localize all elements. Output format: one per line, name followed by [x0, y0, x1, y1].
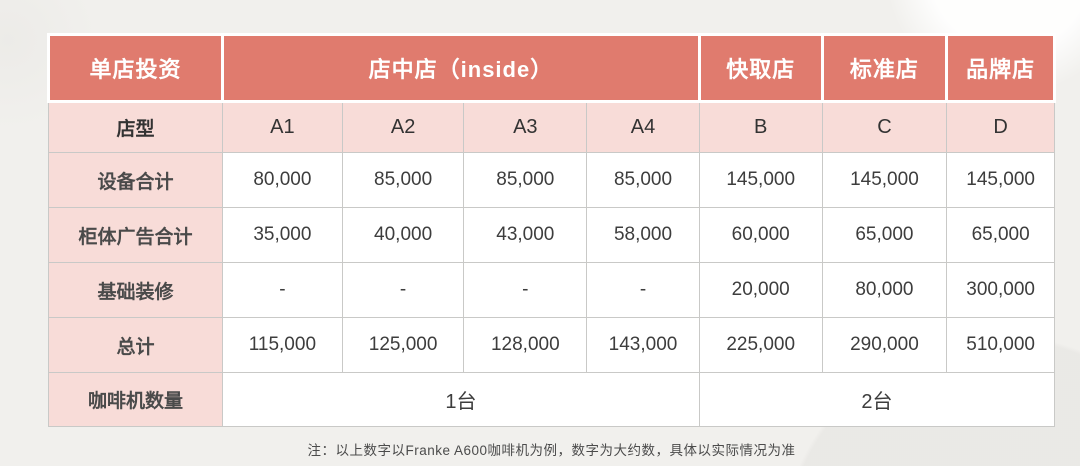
value-cell: 85,000: [463, 152, 588, 208]
row-label-grand-total: 总计: [47, 317, 224, 373]
group-header-standard-store: 标准店: [820, 33, 949, 103]
group-header-express-store: 快取店: [697, 33, 824, 103]
row-label-store-type: 店型: [47, 101, 224, 153]
store-type-cell-a3: A3: [463, 101, 588, 153]
value-cell: 60,000: [698, 207, 823, 263]
value-cell: 85,000: [341, 152, 465, 208]
value-cell: 125,000: [341, 317, 465, 373]
value-cell: 145,000: [698, 152, 823, 208]
value-cell: 145,000: [821, 152, 948, 208]
value-cell: 40,000: [341, 207, 465, 263]
store-type-cell-a4: A4: [586, 101, 700, 153]
value-cell: 20,000: [698, 262, 823, 318]
value-cell: 290,000: [821, 317, 948, 373]
machine-count-inside-cell: 1台: [222, 372, 700, 427]
value-cell: 80,000: [222, 152, 343, 208]
value-cell: -: [586, 262, 700, 318]
group-header-brand-store: 品牌店: [945, 33, 1056, 103]
value-cell: 65,000: [821, 207, 948, 263]
value-cell: 65,000: [946, 207, 1055, 263]
value-cell: 43,000: [463, 207, 588, 263]
footnote: 注：以上数字以Franke A600咖啡机为例，数字为大约数，具体以实际情况为准: [307, 443, 796, 458]
corner-header-cell: 单店投资: [46, 33, 225, 103]
grand-total-row: 总计 115,000 125,000 128,000 143,000 225,0…: [47, 317, 1055, 373]
store-type-row: 店型 A1 A2 A3 A4 B C D: [47, 101, 1055, 153]
value-cell: 80,000: [821, 262, 948, 318]
store-type-cell-b: B: [698, 101, 823, 153]
row-label-basic-decoration: 基础装修: [47, 262, 224, 318]
row-label-cabinet-ad-total: 柜体广告合计: [47, 207, 224, 263]
store-type-cell-c: C: [821, 101, 948, 153]
value-cell: -: [463, 262, 588, 318]
value-cell: 510,000: [946, 317, 1055, 373]
value-cell: 85,000: [586, 152, 700, 208]
store-type-cell-d: D: [946, 101, 1055, 153]
value-cell: 300,000: [946, 262, 1055, 318]
investment-table-container: 单店投资 店中店（inside） 快取店 标准店 品牌店 店型 A1 A2 A3…: [46, 33, 1056, 427]
cabinet-ad-total-row: 柜体广告合计 35,000 40,000 43,000 58,000 60,00…: [47, 207, 1055, 263]
value-cell: -: [222, 262, 343, 318]
coffee-machine-count-row: 咖啡机数量 1台 2台: [47, 372, 1056, 427]
equipment-total-row: 设备合计 80,000 85,000 85,000 85,000 145,000…: [47, 152, 1055, 208]
row-label-equipment-total: 设备合计: [47, 152, 224, 208]
basic-decoration-row: 基础装修 - - - - 20,000 80,000 300,000: [47, 262, 1055, 318]
store-type-cell-a1: A1: [222, 101, 343, 153]
value-cell: 143,000: [586, 317, 700, 373]
value-cell: 115,000: [222, 317, 343, 373]
value-cell: 128,000: [463, 317, 588, 373]
group-header-store-in-store: 店中店（inside）: [221, 33, 701, 103]
value-cell: 145,000: [946, 152, 1055, 208]
value-cell: -: [341, 262, 465, 318]
investment-table: 单店投资 店中店（inside） 快取店 标准店 品牌店 店型 A1 A2 A3…: [46, 33, 1056, 427]
value-cell: 225,000: [698, 317, 823, 373]
value-cell: 58,000: [586, 207, 700, 263]
store-type-cell-a2: A2: [341, 101, 465, 153]
row-label-coffee-machine-count: 咖啡机数量: [47, 372, 224, 427]
machine-count-others-cell: 2台: [698, 372, 1056, 427]
value-cell: 35,000: [222, 207, 343, 263]
header-row: 单店投资 店中店（inside） 快取店 标准店 品牌店: [46, 33, 1056, 103]
